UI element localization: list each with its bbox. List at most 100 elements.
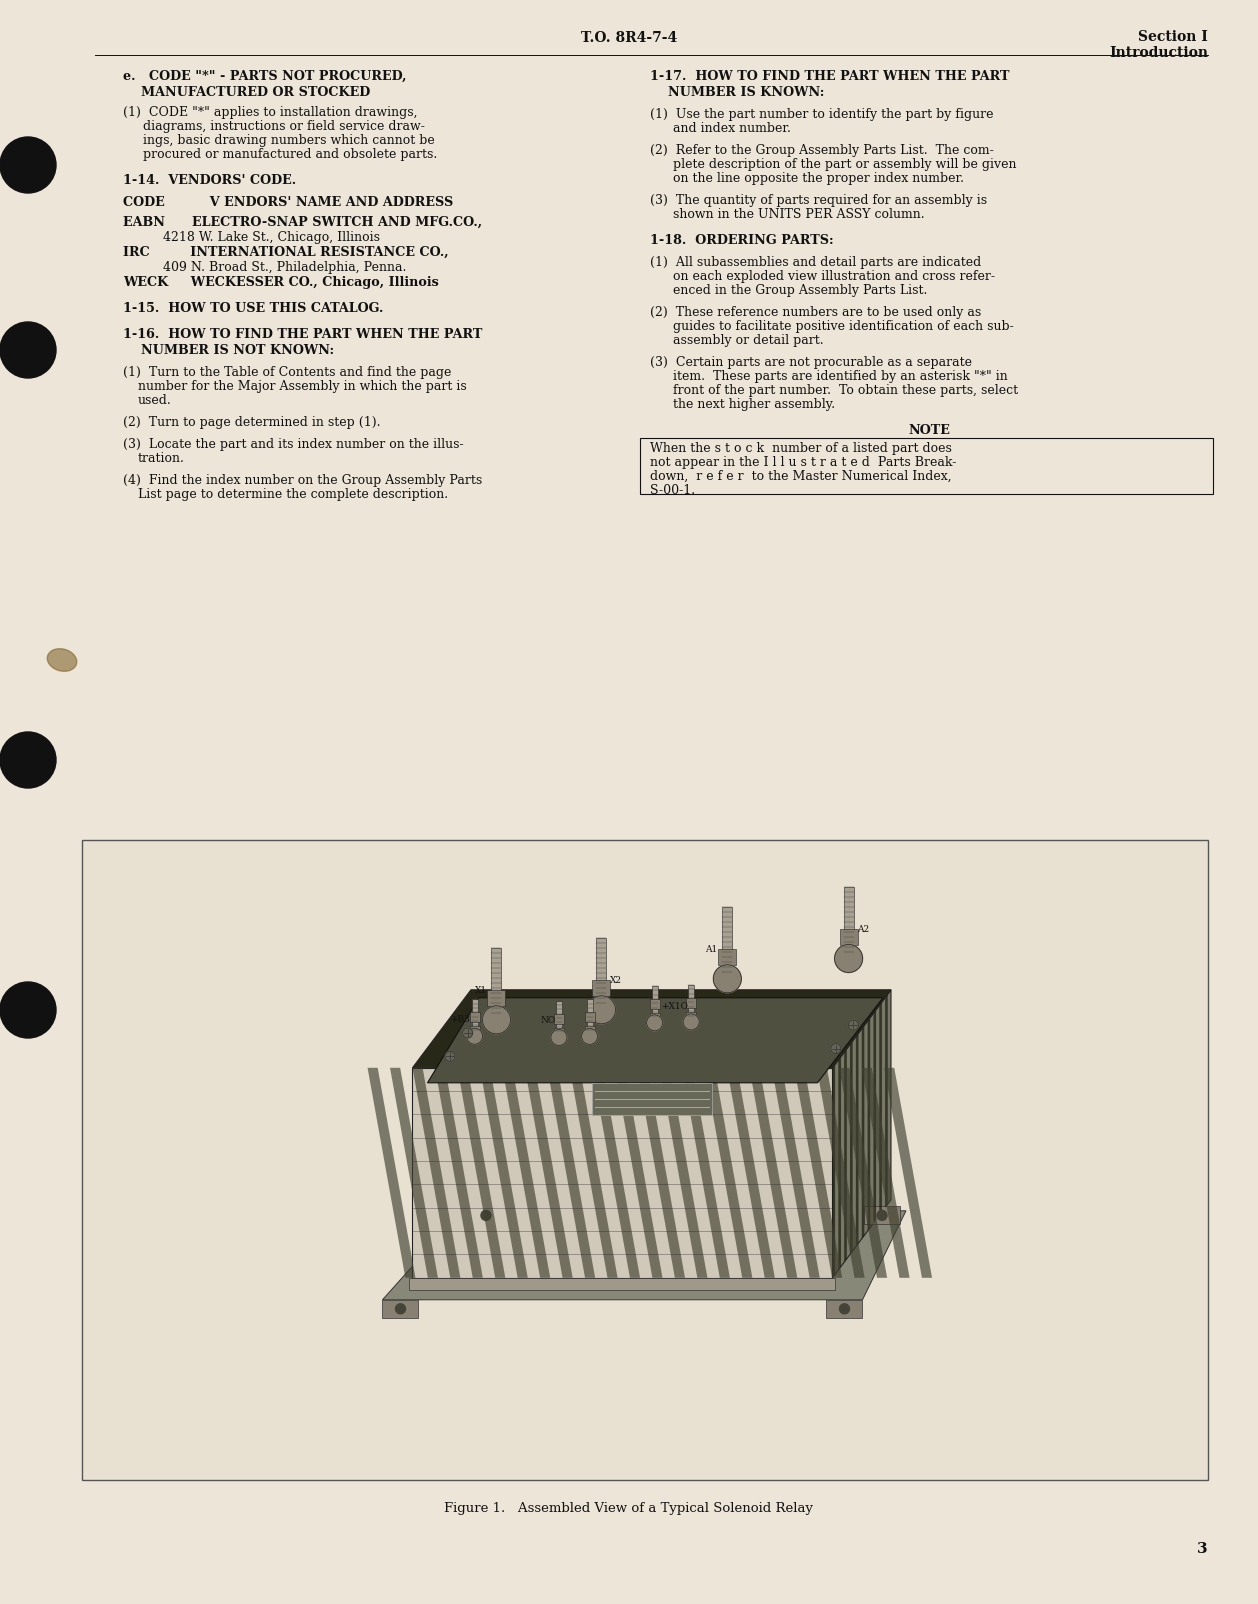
Bar [469, 1012, 479, 1022]
Text: tration.: tration. [138, 452, 185, 465]
Polygon shape [413, 1068, 833, 1278]
Circle shape [395, 1304, 405, 1314]
Text: NOTE: NOTE [908, 423, 950, 436]
Text: (1)  Turn to the Table of Contents and find the page: (1) Turn to the Table of Contents and fi… [123, 366, 452, 379]
Polygon shape [839, 1068, 887, 1278]
Bar [839, 948, 858, 964]
Text: NO: NO [541, 1017, 556, 1025]
Text: 1-16.  HOW TO FIND THE PART WHEN THE PART: 1-16. HOW TO FIND THE PART WHEN THE PART [123, 327, 482, 342]
Circle shape [481, 1211, 491, 1221]
Text: front of the part number.  To obtain these parts, select: front of the part number. To obtain thes… [673, 383, 1018, 398]
Polygon shape [772, 1068, 820, 1278]
Circle shape [0, 731, 57, 788]
Bar [718, 950, 736, 964]
Text: EABN      ELECTRO-SNAP SWITCH AND MFG.CO.,: EABN ELECTRO-SNAP SWITCH AND MFG.CO., [123, 217, 482, 229]
Text: used.: used. [138, 395, 172, 407]
Polygon shape [794, 1068, 842, 1278]
Text: (2)  Turn to page determined in step (1).: (2) Turn to page determined in step (1). [123, 415, 380, 428]
Text: (1)  All subassemblies and detail parts are indicated: (1) All subassemblies and detail parts a… [650, 257, 981, 269]
Ellipse shape [48, 648, 77, 672]
Text: diagrams, instructions or field service draw-: diagrams, instructions or field service … [143, 120, 425, 133]
Bar [722, 906, 732, 977]
Polygon shape [502, 1068, 550, 1278]
Text: 1-14.  VENDORS' CODE.: 1-14. VENDORS' CODE. [123, 173, 296, 188]
Text: +B3: +B3 [450, 1015, 470, 1023]
Circle shape [877, 1211, 887, 1221]
Text: ings, basic drawing numbers which cannot be: ings, basic drawing numbers which cannot… [143, 135, 435, 148]
Bar [593, 1083, 712, 1115]
Text: the next higher assembly.: the next higher assembly. [673, 398, 835, 411]
Text: X2: X2 [609, 977, 621, 985]
Bar [488, 990, 506, 1006]
Text: CODE          V ENDORS' NAME AND ADDRESS: CODE V ENDORS' NAME AND ADDRESS [123, 196, 453, 209]
Text: shown in the UNITS PER ASSY column.: shown in the UNITS PER ASSY column. [673, 209, 925, 221]
Text: List page to determine the complete description.: List page to determine the complete desc… [138, 488, 448, 500]
Bar [492, 948, 502, 1019]
Text: on the line opposite the proper index number.: on the line opposite the proper index nu… [673, 172, 964, 184]
Circle shape [713, 964, 741, 993]
Text: enced in the Group Assembly Parts List.: enced in the Group Assembly Parts List. [673, 284, 927, 297]
Polygon shape [637, 1068, 686, 1278]
Polygon shape [413, 1068, 460, 1278]
Polygon shape [816, 1068, 864, 1278]
Polygon shape [479, 1068, 528, 1278]
Text: A1: A1 [706, 945, 717, 954]
Circle shape [683, 1014, 699, 1030]
Polygon shape [868, 1017, 871, 1230]
Polygon shape [886, 994, 888, 1208]
Text: Section I: Section I [1138, 30, 1208, 43]
Polygon shape [682, 1068, 730, 1278]
Bar [472, 999, 478, 1035]
Circle shape [834, 945, 863, 972]
Polygon shape [855, 1033, 858, 1246]
Bar [686, 1012, 696, 1022]
Text: 4218 W. Lake St., Chicago, Illinois: 4218 W. Lake St., Chicago, Illinois [164, 231, 380, 244]
Text: plete description of the part or assembly will be given: plete description of the part or assembl… [673, 159, 1016, 172]
Polygon shape [873, 1009, 876, 1224]
Bar [688, 985, 694, 1020]
Polygon shape [547, 1068, 595, 1278]
Text: (1)  Use the part number to identify the part by figure: (1) Use the part number to identify the … [650, 107, 994, 120]
Circle shape [839, 1304, 849, 1314]
Bar [585, 1012, 595, 1022]
Text: not appear in the I l l u s t r a t e d  Parts Break-: not appear in the I l l u s t r a t e d … [650, 456, 956, 468]
Polygon shape [382, 1211, 906, 1299]
Text: (3)  The quantity of parts required for an assembly is: (3) The quantity of parts required for a… [650, 194, 988, 207]
Polygon shape [833, 990, 891, 1278]
Polygon shape [458, 1068, 506, 1278]
Bar [554, 1028, 564, 1038]
Circle shape [467, 1028, 483, 1044]
Bar [640, 438, 1213, 494]
Polygon shape [862, 1025, 864, 1238]
Circle shape [483, 1006, 511, 1035]
Text: NUMBER IS NOT KNOWN:: NUMBER IS NOT KNOWN: [141, 343, 335, 358]
Circle shape [463, 1028, 473, 1038]
Text: (1)  CODE "*" applies to installation drawings,: (1) CODE "*" applies to installation dra… [123, 106, 418, 119]
Polygon shape [727, 1068, 775, 1278]
Polygon shape [428, 998, 883, 1083]
Polygon shape [838, 1057, 840, 1270]
Polygon shape [879, 1002, 882, 1216]
Text: IRC         INTERNATIONAL RESISTANCE CO.,: IRC INTERNATIONAL RESISTANCE CO., [123, 245, 449, 258]
Text: on each exploded view illustration and cross refer-: on each exploded view illustration and c… [673, 269, 995, 282]
Bar [596, 938, 606, 1007]
Polygon shape [615, 1068, 663, 1278]
Bar [649, 999, 659, 1009]
Text: A2: A2 [857, 926, 869, 934]
Polygon shape [367, 1068, 415, 1278]
Polygon shape [413, 990, 891, 1068]
Bar [586, 999, 593, 1035]
Text: MANUFACTURED OR STOCKED: MANUFACTURED OR STOCKED [141, 87, 370, 99]
Bar [864, 1206, 899, 1224]
Circle shape [445, 1051, 455, 1062]
Text: NUMBER IS KNOWN:: NUMBER IS KNOWN: [668, 87, 824, 99]
Text: procured or manufactured and obsolete parts.: procured or manufactured and obsolete pa… [143, 148, 438, 160]
Text: (3)  Certain parts are not procurable as a separate: (3) Certain parts are not procurable as … [650, 356, 972, 369]
Polygon shape [704, 1068, 752, 1278]
Polygon shape [750, 1068, 798, 1278]
Text: down,  r e f e r  to the Master Numerical Index,: down, r e f e r to the Master Numerical … [650, 470, 951, 483]
Text: WECK     WECKESSER CO., Chicago, Illinois: WECK WECKESSER CO., Chicago, Illinois [123, 276, 439, 289]
Text: assembly or detail part.: assembly or detail part. [673, 334, 824, 346]
Text: 1-15.  HOW TO USE THIS CATALOG.: 1-15. HOW TO USE THIS CATALOG. [123, 302, 384, 314]
Bar [827, 1299, 863, 1318]
